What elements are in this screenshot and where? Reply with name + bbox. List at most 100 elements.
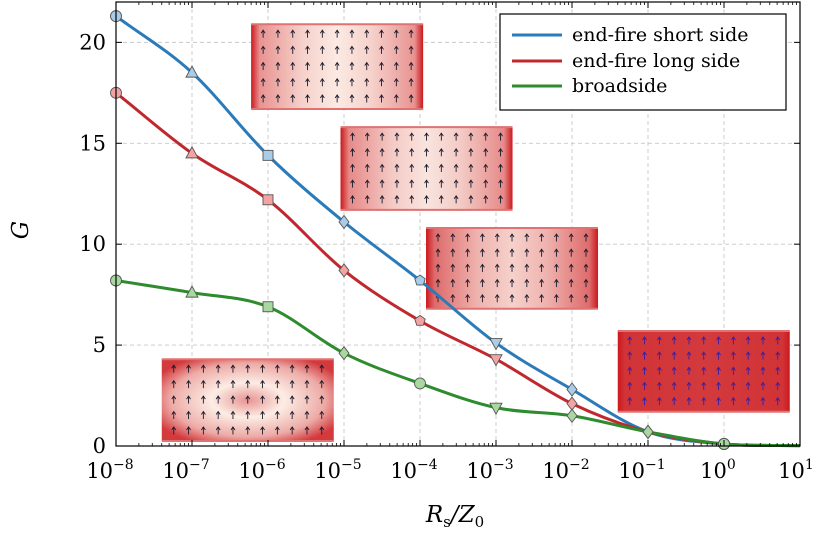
inset-arrow-head <box>554 293 559 299</box>
inset-arrow-head <box>379 195 385 200</box>
inset-arrow-head <box>379 61 384 66</box>
inset-arrow-head <box>260 77 266 83</box>
inset-arrow-head <box>319 395 325 400</box>
inset-arrow-head <box>656 336 662 341</box>
inset-arrow-head <box>583 278 589 283</box>
inset-arrow-head <box>245 410 251 415</box>
inset-arrow-head <box>424 132 429 137</box>
inset-arrow-head <box>200 426 206 431</box>
series-lines <box>115 14 801 448</box>
inset-arrow-head <box>568 248 574 253</box>
inset-arrow-head <box>498 148 503 153</box>
inset-arrow-head <box>509 278 515 283</box>
inset-arrow-head <box>334 94 340 99</box>
inset-arrow-head <box>260 426 265 431</box>
inset-arrow-head <box>730 396 736 401</box>
inset-arrow-head <box>745 366 751 371</box>
inset-arrow-head <box>274 410 280 415</box>
inset-arrow-head <box>379 94 384 99</box>
inset-arrow-head <box>583 248 589 253</box>
inset-arrow-head <box>394 195 400 200</box>
inset-arrow-head <box>349 29 355 34</box>
inset-arrow-head <box>230 410 236 415</box>
inset-arrow-head <box>409 148 415 153</box>
data-point-diamond <box>338 263 350 278</box>
inset-arrow-head <box>349 77 355 83</box>
inset-arrow-head <box>393 29 399 34</box>
inset-arrow-head <box>775 381 781 386</box>
inset-arrow-head <box>671 396 677 401</box>
inset-arrow-head <box>438 132 444 137</box>
inset-arrow-head <box>260 410 265 415</box>
data-point-pentagon <box>414 274 426 286</box>
inset-arrow-head <box>539 278 544 283</box>
y-tick-label: 5 <box>93 333 106 357</box>
inset-arrow-head <box>627 381 633 386</box>
inset-arrow-head <box>627 336 633 341</box>
inset-arrow-head <box>775 351 781 356</box>
inset-arrow-head <box>483 148 489 153</box>
inset-arrow-head <box>701 381 707 386</box>
inset-arrow-head <box>760 336 766 341</box>
inset-arrow-head <box>304 426 310 431</box>
inset-arrow-head <box>275 61 281 66</box>
inset-arrow-head <box>627 366 633 371</box>
inset-arrow-head <box>215 410 221 415</box>
inset-arrow-head <box>364 179 370 184</box>
inset-arrow-head <box>468 132 474 137</box>
inset-arrow-head <box>230 364 236 369</box>
inset-arrow-head <box>686 336 692 341</box>
inset-arrow-head <box>290 45 296 50</box>
inset-arrow-head <box>760 396 766 401</box>
x-axis-title: Rs/Z0 <box>425 502 484 531</box>
inset-arrow-head <box>450 233 456 238</box>
inset-arrow-head <box>509 233 515 238</box>
x-tick-label: 10−4 <box>390 457 437 483</box>
inset-arrow-head <box>642 381 647 386</box>
inset-arrow-head <box>701 336 707 341</box>
x-axis-title-rest: /Z <box>449 502 476 528</box>
x-tick-label: 10−3 <box>466 457 513 483</box>
inset-arrow-head <box>494 233 500 238</box>
inset-arrow-head <box>701 366 707 371</box>
inset-arrow-head <box>775 396 781 401</box>
inset-arrow-head <box>494 263 500 268</box>
inset-arrow-head <box>186 410 191 415</box>
inset-arrow-head <box>260 379 265 384</box>
inset-arrow-head <box>468 179 474 184</box>
inset-arrow-head <box>349 61 355 66</box>
inset-arrow-head <box>438 195 444 200</box>
inset-arrow-head <box>438 148 444 153</box>
inset-arrow-head <box>349 45 355 50</box>
inset-arrow-head <box>200 410 206 415</box>
inset-arrow-head <box>304 410 310 415</box>
inset-arrow-head <box>539 248 544 253</box>
inset-arrow-head <box>498 195 503 200</box>
field-inset <box>426 227 599 310</box>
inset-arrow-head <box>200 379 206 384</box>
inset-arrow-head <box>379 148 385 153</box>
inset-arrow-head <box>379 179 385 184</box>
inset-arrow-head <box>465 293 470 299</box>
inset-arrow-head <box>305 94 310 99</box>
inset-arrow-head <box>554 263 559 268</box>
axis-ticks: 10−8 10−7 10−6 10−5 10−4 10−3 10−2 10−1 100 101 0 5… <box>79 2 814 483</box>
inset-arrow-head <box>480 233 485 238</box>
inset-arrow-head <box>245 379 251 384</box>
inset-arrow-head <box>453 195 459 200</box>
inset-arrow-head <box>408 94 414 99</box>
inset-arrow-head <box>260 29 266 34</box>
inset-arrow-head <box>568 293 574 299</box>
inset-arrow-head <box>364 45 370 50</box>
inset-arrow-head <box>760 381 766 386</box>
inset-arrow-head <box>334 45 340 50</box>
legend-label-short-side: end-fire short side <box>572 24 749 46</box>
inset-arrow-head <box>319 410 325 415</box>
inset-arrow-head <box>394 132 400 137</box>
inset-arrow-head <box>289 410 295 415</box>
inset-arrow-head <box>498 132 503 137</box>
x-tick-label: 10−1 <box>618 457 665 483</box>
field-inset <box>340 126 513 211</box>
inset-arrow-head <box>275 29 281 34</box>
inset-arrow-head <box>745 381 751 386</box>
